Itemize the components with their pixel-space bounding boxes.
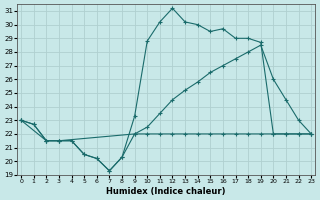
X-axis label: Humidex (Indice chaleur): Humidex (Indice chaleur)	[107, 187, 226, 196]
